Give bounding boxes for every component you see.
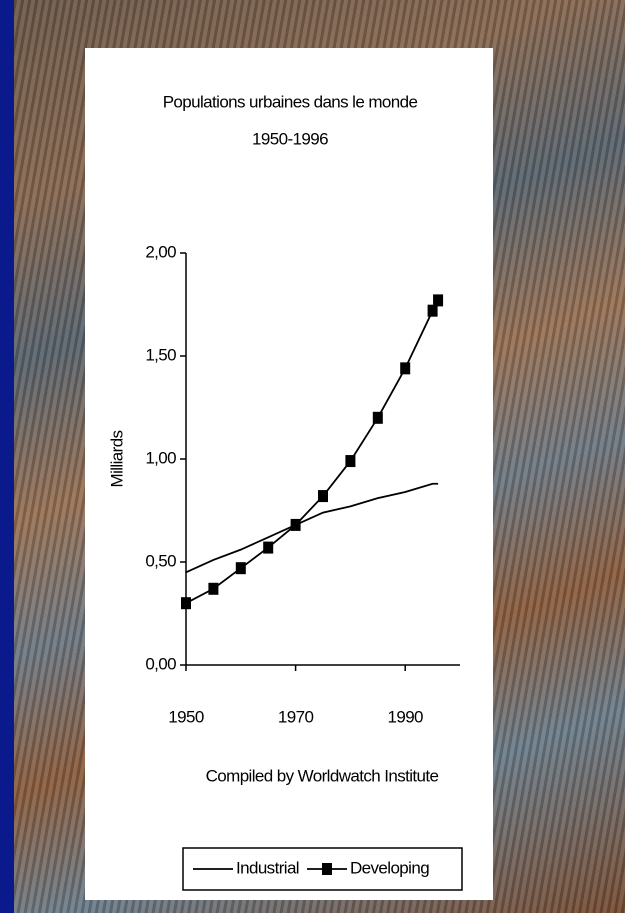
- point-marker: [433, 294, 443, 306]
- y-tick-label: 0,50: [145, 551, 176, 570]
- y-tick-label: 0,00: [145, 654, 176, 673]
- chart-subtitle: 1950-1996: [252, 129, 328, 148]
- point-marker: [373, 412, 383, 424]
- series-line: [186, 300, 438, 603]
- y-tick-label: 2,00: [145, 242, 176, 261]
- x-tick-label: 1970: [278, 707, 314, 726]
- point-marker: [263, 542, 273, 554]
- x-tick-label: 1990: [387, 707, 423, 726]
- legend-label: Developing: [350, 858, 429, 877]
- chart: Populations urbaines dans le monde 1950-…: [0, 0, 625, 913]
- y-tick-label: 1,50: [145, 345, 176, 364]
- legend-marker: [322, 863, 332, 875]
- point-marker: [208, 583, 218, 595]
- point-marker: [345, 455, 355, 467]
- note: Compiled by Worldwatch Institute: [206, 766, 439, 785]
- y-axis-label: Milliards: [107, 430, 126, 487]
- y-tick-label: 1,00: [145, 448, 176, 467]
- point-marker: [318, 490, 328, 502]
- point-marker: [291, 519, 301, 531]
- point-marker: [181, 597, 191, 609]
- slide: Populations urbaines dans le monde 1950-…: [0, 0, 625, 913]
- point-marker: [400, 362, 410, 374]
- series-line: [186, 484, 438, 573]
- point-marker: [236, 562, 246, 574]
- x-tick-label: 1950: [168, 707, 204, 726]
- chart-title: Populations urbaines dans le monde: [163, 92, 418, 111]
- point-marker: [428, 305, 438, 317]
- legend-label: Industrial: [236, 858, 299, 877]
